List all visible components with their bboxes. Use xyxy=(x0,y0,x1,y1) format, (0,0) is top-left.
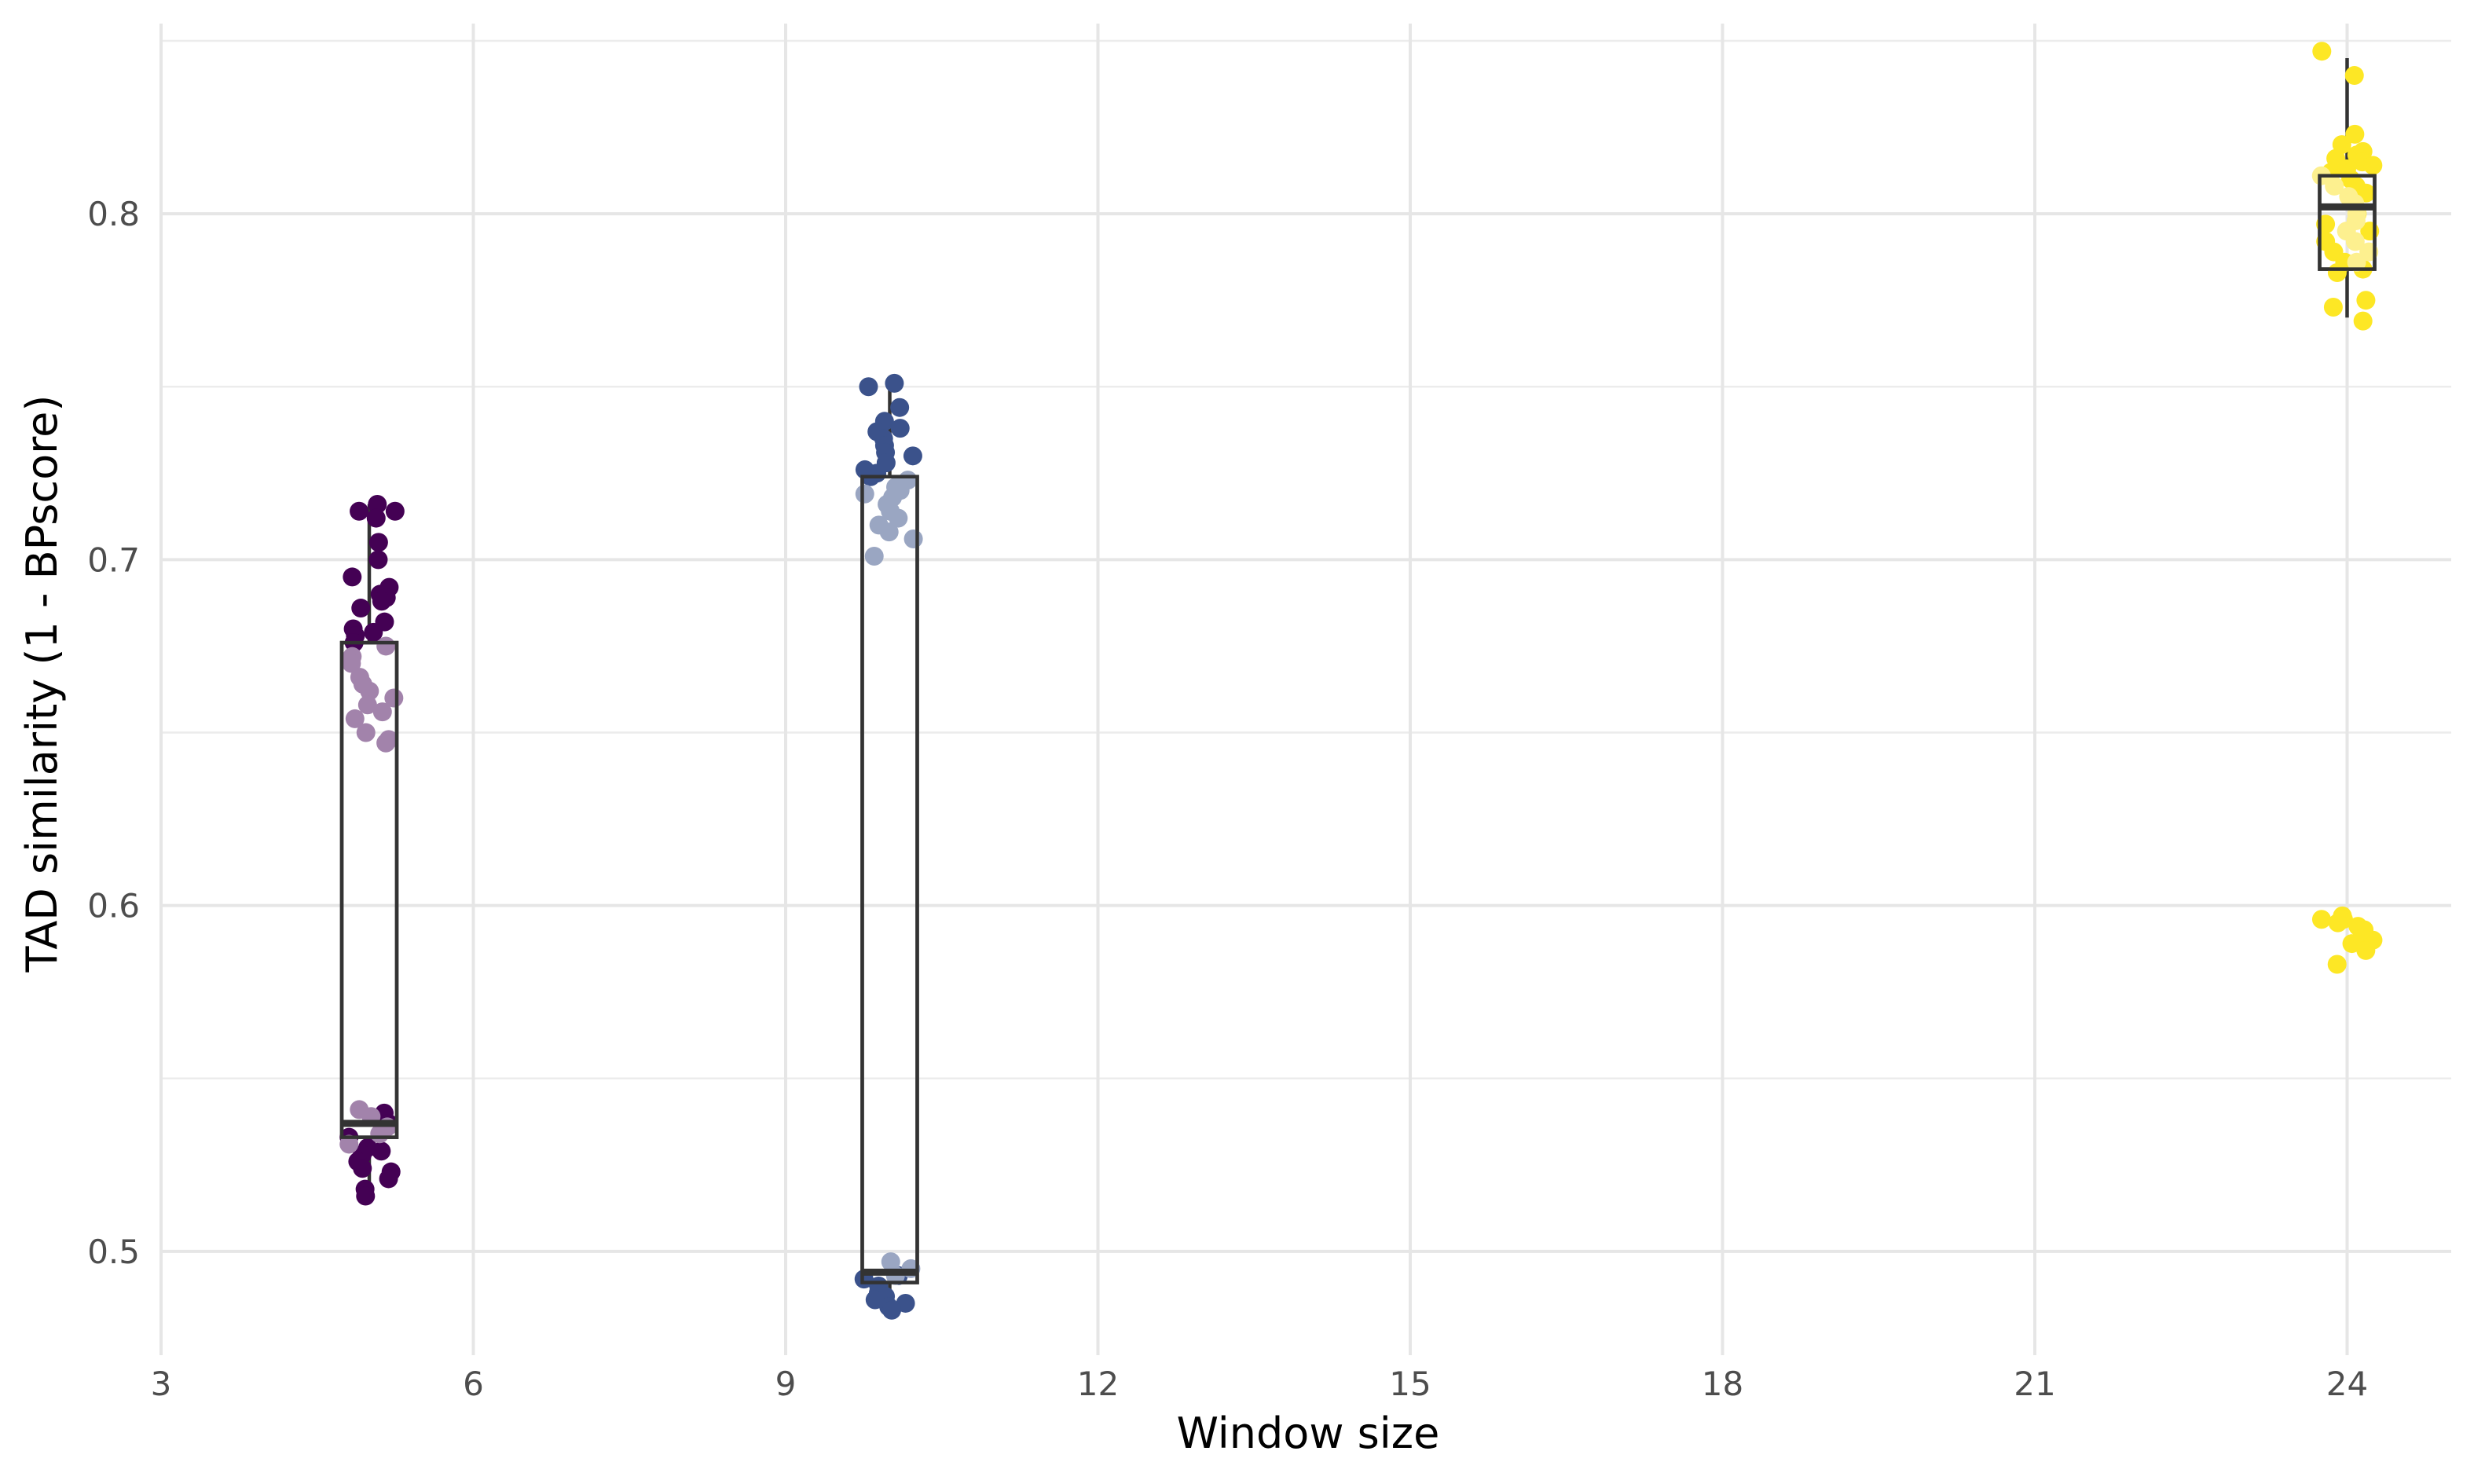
data-point xyxy=(2353,311,2373,331)
y-tick-label: 0.6 xyxy=(87,887,140,925)
box-outline xyxy=(339,640,399,1139)
data-point xyxy=(2356,291,2376,310)
y-tick-label: 0.7 xyxy=(87,540,140,579)
box-overlay xyxy=(860,475,919,1284)
data-point xyxy=(2345,232,2365,251)
data-point xyxy=(339,1134,359,1154)
data-point xyxy=(2325,176,2344,196)
data-point xyxy=(379,1169,398,1189)
data-point xyxy=(356,1186,376,1206)
data-point xyxy=(384,688,404,708)
data-point xyxy=(2347,252,2366,272)
data-point xyxy=(2363,156,2383,175)
box-outline xyxy=(2318,174,2377,271)
box-body xyxy=(860,475,919,1284)
data-point xyxy=(364,622,383,642)
x-tick-label: 24 xyxy=(2326,1365,2368,1403)
data-point xyxy=(885,373,904,393)
y-tick-label: 0.8 xyxy=(87,195,140,233)
data-point xyxy=(2311,910,2331,929)
data-point xyxy=(903,529,923,548)
data-point xyxy=(345,709,365,728)
data-point xyxy=(385,501,405,521)
y-tick-labels: 0.5 0.6 0.7 0.8 xyxy=(87,195,140,1271)
data-point xyxy=(370,1124,390,1144)
data-point xyxy=(368,533,388,552)
data-point xyxy=(356,723,376,742)
major-gridlines xyxy=(159,24,2451,1355)
data-point xyxy=(882,1300,902,1320)
data-point xyxy=(342,654,361,673)
data-point xyxy=(2345,124,2365,144)
data-point xyxy=(890,398,910,417)
data-point xyxy=(903,446,922,466)
box-outline xyxy=(860,475,919,1284)
data-point xyxy=(351,599,371,618)
x-axis-title: Window size xyxy=(1177,1409,1440,1458)
data-point xyxy=(2327,262,2347,282)
x-tick-label: 21 xyxy=(2014,1365,2055,1403)
x-tick-label: 12 xyxy=(1077,1365,1119,1403)
x-tick-label: 15 xyxy=(1389,1365,1431,1403)
y-axis-title: TAD similarity (1 - BPscore) xyxy=(17,395,67,973)
x-tick-label: 6 xyxy=(463,1365,484,1403)
data-point xyxy=(2356,940,2376,960)
minor-gridlines xyxy=(161,39,2451,1080)
x-tick-label: 9 xyxy=(775,1365,797,1403)
data-point xyxy=(368,494,387,514)
data-point xyxy=(859,377,878,397)
data-point xyxy=(366,508,386,528)
data-point xyxy=(855,484,874,504)
box-overlay xyxy=(2318,174,2377,271)
data-point xyxy=(2312,42,2332,61)
data-point xyxy=(2328,913,2348,933)
jitter-points xyxy=(339,42,2383,1320)
y-tick-label: 0.5 xyxy=(87,1233,140,1271)
data-point xyxy=(372,592,391,611)
x-tick-label: 3 xyxy=(151,1365,172,1403)
data-point xyxy=(350,501,369,521)
data-point xyxy=(2323,298,2343,317)
data-point xyxy=(889,508,908,528)
data-point xyxy=(376,636,396,656)
x-tick-labels: 3 6 9 12 15 18 21 24 xyxy=(151,1365,2369,1403)
data-point xyxy=(879,522,899,542)
data-point xyxy=(372,702,392,722)
data-point xyxy=(376,733,396,753)
data-point xyxy=(372,1141,391,1161)
data-point xyxy=(368,550,388,570)
data-point xyxy=(343,567,362,587)
box-overlay xyxy=(339,640,399,1139)
data-point xyxy=(890,419,910,438)
data-point xyxy=(357,695,377,715)
data-point xyxy=(360,681,379,701)
data-point xyxy=(353,1159,372,1178)
data-point xyxy=(2342,934,2362,954)
data-point xyxy=(2344,66,2364,86)
data-point xyxy=(2327,955,2347,974)
data-point xyxy=(864,547,884,566)
x-tick-label: 18 xyxy=(1702,1365,1743,1403)
